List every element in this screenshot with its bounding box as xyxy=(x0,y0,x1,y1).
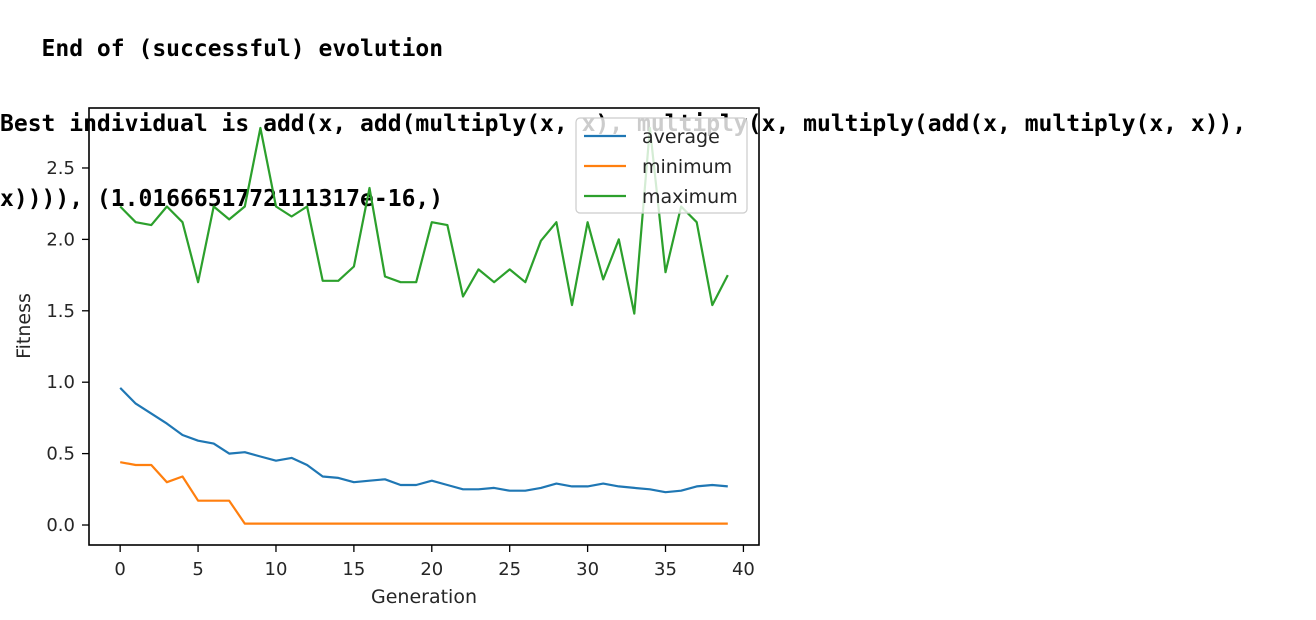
x-ticks: 0 5 10 15 20 25 30 35 40 xyxy=(114,545,755,580)
y-axis-label: Fitness xyxy=(13,293,35,359)
x-tick-label: 40 xyxy=(732,559,755,580)
series-line-minimum xyxy=(120,461,728,525)
y-tick-label: 1.5 xyxy=(46,301,75,322)
x-tick-label: 15 xyxy=(342,559,365,580)
x-tick-label: 35 xyxy=(654,559,677,580)
y-tick-label: 0.0 xyxy=(46,515,75,536)
legend-label-minimum: minimum xyxy=(642,156,732,178)
y-ticks: 0.0 0.5 1.0 1.5 2.0 2.5 xyxy=(46,158,89,536)
legend-box xyxy=(575,117,748,214)
x-tick-label: 5 xyxy=(192,559,203,580)
output-line: End of (successful) evolution xyxy=(0,36,444,62)
x-tick-label: 25 xyxy=(498,559,521,580)
series-line-average xyxy=(119,387,728,494)
x-tick-label: 10 xyxy=(265,559,288,580)
fitness-line-chart: 0 5 10 15 20 25 30 35 40 0.0 0.5 1.0 1.5 2.0 2.5 Gene… xyxy=(13,107,760,608)
series-line-maximum xyxy=(119,126,729,315)
x-axis-label: Generation xyxy=(371,586,477,608)
plot-frame xyxy=(88,107,760,546)
legend-entries: average minimum maximum xyxy=(584,126,738,208)
series-layer xyxy=(119,126,729,525)
x-tick-label: 0 xyxy=(114,559,125,580)
legend-label-maximum: maximum xyxy=(642,186,738,208)
y-tick-label: 0.5 xyxy=(46,444,75,465)
y-tick-label: 2.5 xyxy=(46,158,75,179)
output-line: x)))), (1.0166651772111317e-16,) xyxy=(0,186,444,212)
legend-label-average: average xyxy=(642,126,720,148)
y-tick-label: 2.0 xyxy=(46,229,75,250)
legend: average minimum maximum xyxy=(575,117,748,214)
x-tick-label: 30 xyxy=(576,559,599,580)
x-tick-label: 20 xyxy=(420,559,443,580)
y-tick-label: 1.0 xyxy=(46,372,75,393)
